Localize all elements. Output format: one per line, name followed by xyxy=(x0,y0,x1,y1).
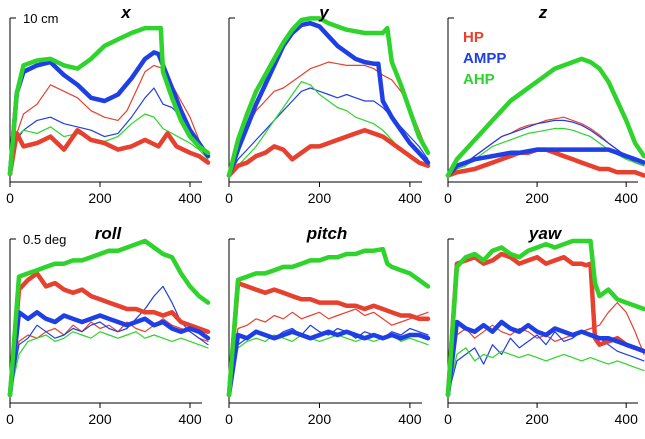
series-line-ampp-thin xyxy=(9,285,209,396)
series-line-ahp-thick xyxy=(226,16,431,178)
scale-label: 10 cm xyxy=(23,11,58,26)
series-line-ahp-thick xyxy=(445,56,645,178)
x-tick-label: 200 xyxy=(308,411,332,427)
series-line-ahp-thick xyxy=(226,246,431,398)
series-line-hp-thin xyxy=(9,318,209,396)
series-line-ampp-thin xyxy=(447,119,645,177)
x-tick-label: 200 xyxy=(525,190,549,206)
series-line-ampp-thick xyxy=(226,329,431,398)
series-line-ampp-thick xyxy=(226,20,431,178)
series-line-ampp-thick xyxy=(7,310,211,398)
legend-entry-ahp: AHP xyxy=(463,71,495,88)
panel-x: 0 200 400 x 10 cm xyxy=(6,3,211,206)
panel-title: yaw xyxy=(528,224,563,243)
panel-title: roll xyxy=(95,224,123,243)
x-tick-label: 0 xyxy=(6,411,14,427)
panel-z: 0 200 400 z HP AMPP AHP xyxy=(444,3,645,206)
series-line-ahp-thick xyxy=(7,25,211,177)
series-line-hp-thin xyxy=(9,64,209,175)
series-line-ahp-thin xyxy=(447,347,645,396)
series-line-ampp-thick xyxy=(7,50,211,177)
x-tick-label: 200 xyxy=(308,190,332,206)
panel-title: y xyxy=(318,3,330,22)
series-line-ahp-thin xyxy=(228,334,429,396)
x-tick-label: 200 xyxy=(88,190,112,206)
series-line-hp-thin xyxy=(228,61,429,177)
panel-yaw: 0 200 400 yaw xyxy=(444,224,645,427)
panel-title: x xyxy=(120,3,132,22)
series-line-hp-thin xyxy=(228,308,429,396)
series-line-hp-thick xyxy=(226,280,431,398)
series-line-hp-thick xyxy=(7,271,211,398)
panel-title: pitch xyxy=(306,224,348,243)
x-tick-label: 400 xyxy=(178,411,202,427)
x-tick-label: 0 xyxy=(444,411,452,427)
x-tick-label: 400 xyxy=(178,190,202,206)
x-tick-label: 0 xyxy=(225,411,233,427)
x-tick-label: 400 xyxy=(398,411,422,427)
series-line-ampp-thin xyxy=(447,331,645,396)
panel-roll: 0 200 400 roll 0.5 deg xyxy=(6,224,211,427)
series-line-ampp-thick xyxy=(445,147,645,178)
panel-pitch: 0 200 400 pitch xyxy=(225,224,431,427)
series-line-ahp-thick xyxy=(445,238,645,398)
x-tick-label: 400 xyxy=(615,411,639,427)
x-tick-label: 400 xyxy=(615,190,639,206)
series-line-ahp-thin xyxy=(9,113,209,175)
panel-title: z xyxy=(538,3,548,22)
series-line-ahp-thin xyxy=(9,331,209,396)
series-line-hp-thick xyxy=(226,127,431,178)
series-line-hp-thick xyxy=(7,127,211,177)
legend-entry-ampp: AMPP xyxy=(463,50,506,67)
x-tick-label: 200 xyxy=(88,411,112,427)
scale-label: 0.5 deg xyxy=(23,232,66,247)
series-line-ampp-thick xyxy=(445,319,645,398)
x-tick-label: 0 xyxy=(6,190,14,206)
series-line-hp-thick xyxy=(445,251,645,398)
x-tick-label: 400 xyxy=(398,190,422,206)
x-tick-label: 200 xyxy=(525,411,549,427)
series-line-ahp-thick xyxy=(7,238,211,398)
legend-entry-hp: HP xyxy=(463,29,484,46)
x-tick-label: 0 xyxy=(444,190,452,206)
x-tick-label: 0 xyxy=(225,190,233,206)
panel-y: 0 200 400 y xyxy=(225,3,431,206)
